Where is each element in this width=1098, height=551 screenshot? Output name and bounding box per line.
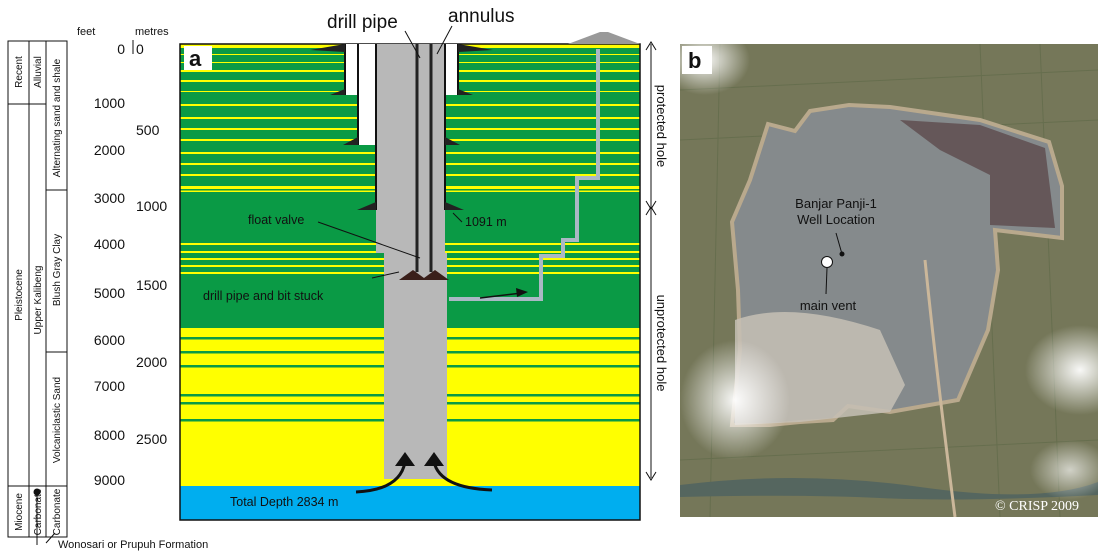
feet-tick: 3000 (94, 190, 125, 206)
panel-a-label: a (189, 46, 202, 71)
casing-shoe-depth: 1091 m (465, 215, 507, 229)
feet-tick: 2000 (94, 142, 125, 158)
formation-carbonate-left: Carbonate (33, 488, 44, 535)
metre-tick: 0 (136, 41, 144, 57)
intermediate-casing (376, 44, 445, 253)
metre-tick: 2500 (136, 431, 167, 447)
float-valve-label: float valve (248, 213, 304, 227)
carbonate-layer (180, 486, 640, 520)
panel-a-well-schematic: a drill pipe annulus float valve 1091 m … (179, 6, 669, 521)
feet-tick: 8000 (94, 427, 125, 443)
well-marker (33, 488, 41, 496)
casing-shoe (458, 89, 473, 95)
fluid-flow-path (449, 49, 600, 301)
panel-b-label: b (688, 48, 701, 73)
main-vent-label: main vent (800, 298, 857, 313)
formation-callout: Wonosari or Prupuh Formation (58, 539, 208, 551)
formation-upper-kalibeng: Upper Kalibeng (33, 266, 44, 335)
casing-shoe (343, 137, 358, 145)
feet-tick: 4000 (94, 236, 125, 252)
feet-tick: 5000 (94, 285, 125, 301)
casing-shoe (458, 44, 493, 52)
feet-tick: 6000 (94, 332, 125, 348)
casing-shoe (310, 44, 345, 52)
open-hole (384, 253, 447, 479)
depth-scale: feet metres 0 1000 2000 3000 4000 5000 6… (77, 26, 169, 488)
well-label-line2: Well Location (797, 212, 875, 227)
epoch-recent: Recent (14, 56, 25, 88)
mud-mound (568, 32, 640, 44)
up-arrow (424, 452, 444, 466)
feet-tick: 7000 (94, 378, 125, 394)
feet-tick: 1000 (94, 95, 125, 111)
metre-tick: 500 (136, 122, 160, 138)
total-depth-label: Total Depth 2834 m (230, 495, 338, 509)
feet-tick: 9000 (94, 472, 125, 488)
feet-label: feet (77, 26, 95, 38)
epoch-pleistocene: Pleistocene (14, 269, 25, 321)
main-vent-marker (821, 256, 833, 268)
casing-shoe (330, 89, 345, 95)
metre-tick: 1000 (136, 198, 167, 214)
metre-tick: 1500 (136, 277, 167, 293)
drill-pipe-stuck-label: drill pipe and bit stuck (203, 289, 324, 303)
protected-hole-label: protected hole (654, 85, 669, 167)
panel-b-satellite-image: Banjar Panji-1 Well Location main vent b… (680, 44, 1098, 517)
stratigraphic-column: Recent Pleistocene Miocene Alluvial Uppe… (7, 40, 208, 551)
annulus-label: annulus (448, 6, 515, 27)
formation-carbonate-right: Carbonate (52, 488, 63, 535)
panel-b-label-box (682, 46, 712, 74)
drill-bit (399, 270, 449, 280)
metres-label: metres (135, 26, 169, 38)
lithology-volcaniclastic: Volcaniclastic Sand (52, 377, 63, 463)
lithology-sand-shale: Alternating sand and shale (52, 58, 63, 177)
flow-arrow (516, 288, 528, 297)
casing-shoe (445, 202, 464, 210)
feet-tick: 0 (117, 41, 125, 57)
casing-shoe (445, 137, 460, 145)
unprotected-hole-label: unprotected hole (654, 295, 669, 392)
drill-pipe-label: drill pipe (327, 12, 398, 33)
lithology-gray-clay: Blush Gray Clay (52, 234, 63, 306)
up-arrow (395, 452, 415, 466)
metre-tick: 2000 (136, 354, 167, 370)
well-label-line1: Banjar Panji-1 (795, 196, 877, 211)
copyright-label: © CRISP 2009 (995, 499, 1079, 514)
epoch-miocene: Miocene (14, 493, 25, 531)
formation-alluvial: Alluvial (33, 56, 44, 88)
casing-shoe (357, 202, 376, 210)
